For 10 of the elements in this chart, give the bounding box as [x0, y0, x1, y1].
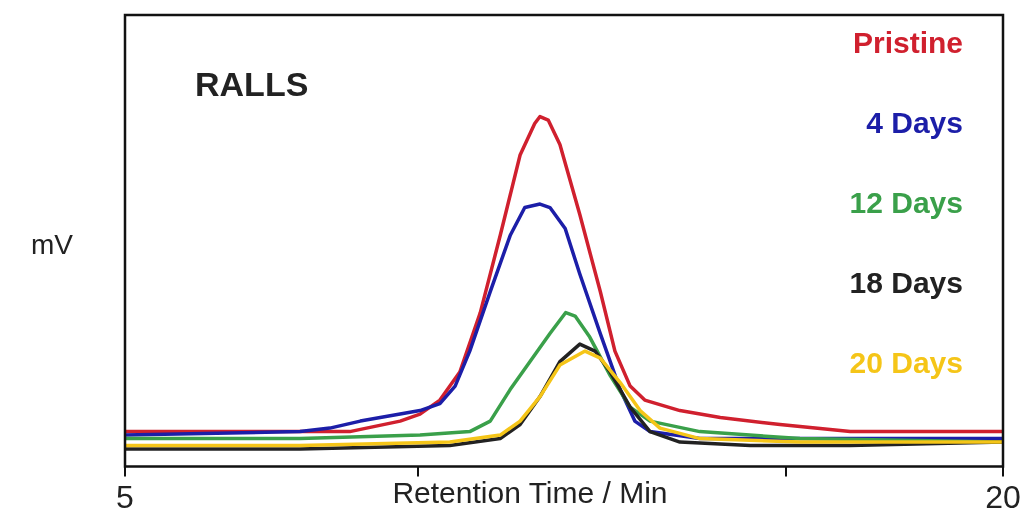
text: 20 Days — [849, 346, 963, 380]
text: 4 Days — [866, 106, 963, 140]
x-tick-label: 5 — [116, 478, 134, 515]
x-tick-label: 20 — [985, 478, 1021, 515]
chart-title: RALLS — [195, 65, 309, 104]
text: 12 Days — [849, 186, 963, 220]
x-axis-title: Retention Time / Min — [392, 475, 668, 509]
y-axis-title: mV — [31, 228, 74, 260]
text: 18 Days — [849, 266, 963, 300]
text: Pristine — [852, 26, 963, 60]
